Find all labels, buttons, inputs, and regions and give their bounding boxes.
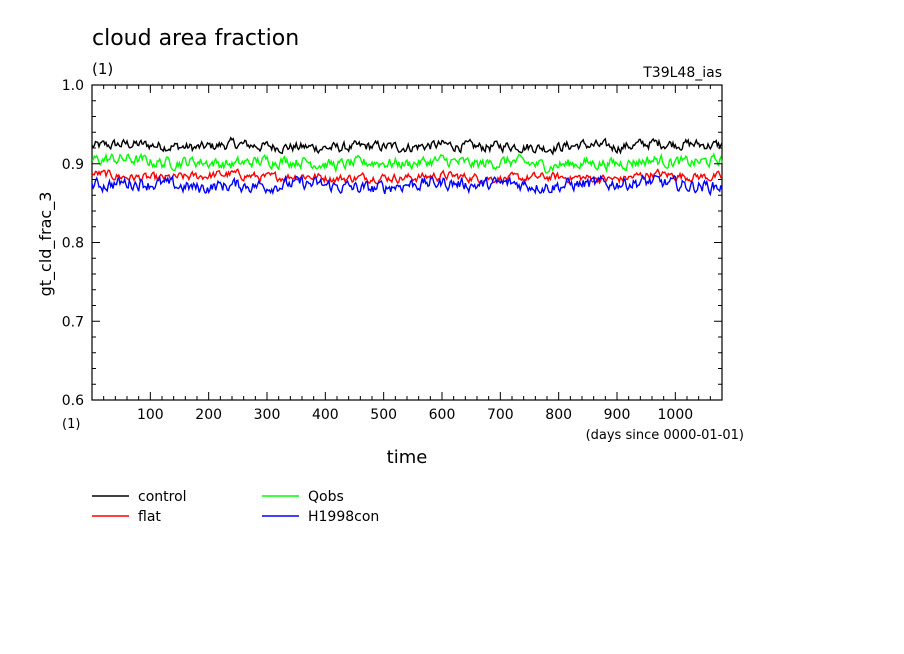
y-axis-units: (1) (62, 417, 80, 432)
legend-label-flat: flat (138, 509, 161, 525)
x-tick-label: 400 (312, 407, 339, 423)
plot-frame (91, 84, 723, 401)
legend-label-qobs: Qobs (308, 489, 344, 505)
series-line-control (91, 136, 723, 156)
series-group (91, 136, 723, 197)
y-tick-label: 0.8 (62, 236, 84, 252)
x-tick-label: 700 (487, 407, 514, 423)
series-line-h1998con (91, 174, 723, 197)
x-tick-label: 600 (429, 407, 456, 423)
legend-label-control: control (138, 489, 187, 505)
x-tick-label: 200 (195, 407, 222, 423)
x-tick-label: 800 (545, 407, 572, 423)
x-axis-label: time (387, 447, 428, 468)
y-tick-label: 0.7 (62, 314, 84, 330)
legend: control flat Qobs H1998con (92, 489, 379, 525)
x-tick-label: 100 (137, 407, 164, 423)
y-tick-label: 1.0 (62, 78, 84, 94)
legend-label-h1998con: H1998con (308, 509, 379, 525)
series-line-qobs (91, 152, 723, 174)
axes-group: 100 200 300 400 500 600 700 800 900 1000 0.6 0.7 0.8… (62, 78, 722, 423)
units-label: (1) (92, 60, 113, 78)
y-tick-label: 0.6 (62, 393, 84, 409)
x-axis-units: (days since 0000-01-01) (586, 428, 744, 443)
x-tick-label: 900 (604, 407, 631, 423)
x-tick-label: 500 (370, 407, 397, 423)
x-tick-label: 1000 (658, 407, 694, 423)
chart-title: cloud area fraction (92, 26, 299, 51)
run-label: T39L48_ias (642, 65, 722, 81)
x-tick-label: 300 (254, 407, 281, 423)
y-tick-label: 0.9 (62, 157, 84, 173)
plot-area (91, 84, 723, 401)
series-line-flat (91, 168, 723, 186)
y-axis-label: gt_cld_frac_3 (36, 192, 56, 297)
